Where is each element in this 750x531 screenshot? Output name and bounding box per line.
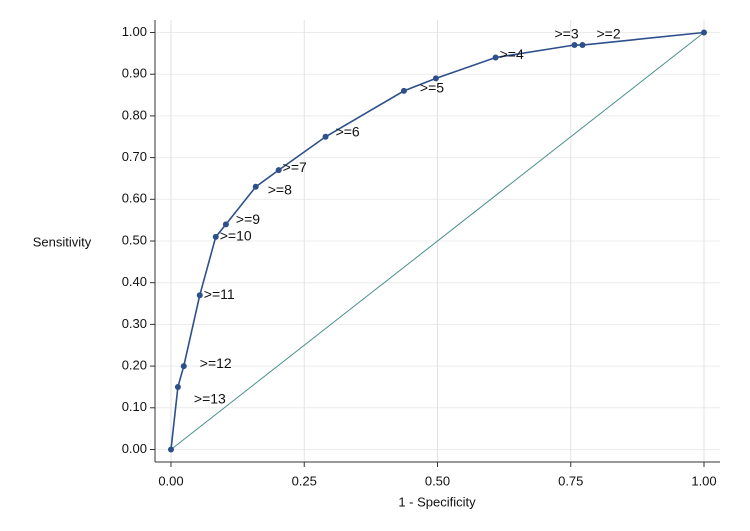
y-tick-label: 1.00 bbox=[122, 24, 147, 39]
y-tick-label: 0.40 bbox=[122, 274, 147, 289]
marker bbox=[222, 221, 229, 228]
marker bbox=[174, 383, 181, 390]
y-tick-label: 0.60 bbox=[122, 191, 147, 206]
marker bbox=[571, 42, 578, 49]
point-label: >=11 bbox=[204, 286, 235, 302]
y-tick-label: 0.20 bbox=[122, 358, 147, 373]
y-tick-label: 0.80 bbox=[122, 107, 147, 122]
x-tick-label: 0.75 bbox=[558, 473, 583, 488]
y-tick-label: 0.90 bbox=[122, 66, 147, 81]
marker bbox=[196, 292, 203, 299]
point-label: >=7 bbox=[283, 159, 307, 175]
x-axis-title: 1 - Specificity bbox=[398, 494, 476, 509]
marker bbox=[252, 183, 259, 190]
point-label: >=4 bbox=[500, 46, 524, 62]
point-label: >=2 bbox=[596, 26, 620, 42]
marker bbox=[275, 167, 282, 174]
marker bbox=[180, 363, 187, 370]
point-label: >=12 bbox=[200, 355, 232, 371]
point-label: >=6 bbox=[336, 123, 360, 139]
marker bbox=[322, 133, 329, 140]
marker bbox=[492, 54, 499, 61]
marker bbox=[400, 87, 407, 94]
x-tick-label: 0.25 bbox=[292, 473, 317, 488]
point-label: >=5 bbox=[420, 80, 444, 96]
marker bbox=[701, 29, 708, 36]
point-label: >=10 bbox=[220, 228, 252, 244]
y-tick-label: 0.10 bbox=[122, 399, 147, 414]
y-axis-title: Sensitivity bbox=[33, 234, 92, 249]
marker bbox=[579, 42, 586, 49]
y-tick-label: 0.00 bbox=[122, 441, 147, 456]
y-tick-label: 0.70 bbox=[122, 149, 147, 164]
x-tick-label: 0.00 bbox=[158, 473, 183, 488]
marker bbox=[167, 446, 174, 453]
line bbox=[170, 32, 705, 450]
marker bbox=[432, 75, 439, 82]
point-label: >=9 bbox=[236, 211, 260, 227]
marker bbox=[212, 233, 219, 240]
y-tick-label: 0.50 bbox=[122, 232, 147, 247]
point-label: >=8 bbox=[268, 181, 292, 197]
point-label: >=3 bbox=[554, 26, 578, 42]
x-tick-label: 0.50 bbox=[425, 473, 450, 488]
point-label: >=13 bbox=[194, 391, 226, 407]
x-tick-label: 1.00 bbox=[691, 473, 716, 488]
y-tick-label: 0.30 bbox=[122, 316, 147, 331]
